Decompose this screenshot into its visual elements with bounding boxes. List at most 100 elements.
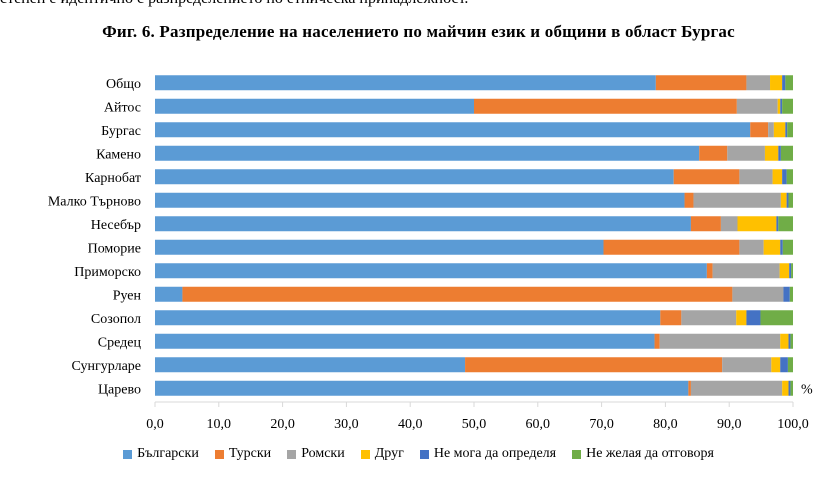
category-label: Средец xyxy=(98,335,142,350)
bar-segment xyxy=(722,357,772,373)
bar-segment xyxy=(727,145,765,161)
bar-segment xyxy=(746,310,761,326)
bar-segment xyxy=(706,263,713,279)
legend-label: Български xyxy=(137,446,199,461)
bar-segment xyxy=(776,216,779,232)
bar-segment xyxy=(739,239,764,255)
stacked-bar-chart: Общо Айтос Бургас Камено Карнобат Малко Търно… xyxy=(48,75,813,432)
bar-segment xyxy=(693,192,781,208)
bar-segment xyxy=(155,169,674,185)
legend-label: Турски xyxy=(228,446,272,461)
bar-segment xyxy=(155,333,655,349)
bar-segment xyxy=(778,216,793,232)
legend-item: Не желая да отговоря xyxy=(572,446,714,462)
bar-segment xyxy=(783,286,790,302)
category-label: Карнобат xyxy=(85,171,141,186)
category-label: Общо xyxy=(106,77,141,92)
bar-segment xyxy=(790,333,793,349)
bar-segment xyxy=(690,380,783,396)
bar-segment xyxy=(772,169,783,185)
x-tick-label: 20,0 xyxy=(270,417,295,432)
bar-segment xyxy=(737,216,777,232)
bar-segment xyxy=(786,192,789,208)
legend-item: Не мога да определя xyxy=(419,446,557,462)
bar-segment xyxy=(699,145,728,161)
bar-segment xyxy=(780,357,788,373)
bar-segment xyxy=(155,380,689,396)
bar-segment xyxy=(155,122,751,138)
bar-segment xyxy=(780,239,783,255)
legend-swatch xyxy=(287,449,297,459)
bar-segment xyxy=(777,98,781,114)
bar-segment xyxy=(782,98,793,114)
legend-swatch xyxy=(214,449,224,459)
x-tick-label: 10,0 xyxy=(207,417,232,432)
bar-segment xyxy=(155,357,466,373)
bar-segment xyxy=(785,75,793,91)
bar-segment xyxy=(736,310,747,326)
category-label: Приморско xyxy=(74,265,141,280)
bar-segment xyxy=(760,310,793,326)
bar-segment xyxy=(787,357,793,373)
bar-segment xyxy=(673,169,740,185)
legend-label: Не желая да отговоря xyxy=(586,446,714,461)
bar-segment xyxy=(155,239,604,255)
bar-segment xyxy=(786,169,793,185)
chart-title: Фиг. 6. Разпределение на населението по … xyxy=(102,22,735,41)
bar-segment xyxy=(155,98,474,114)
bar-segment xyxy=(155,216,691,232)
x-tick-label: 100,0 xyxy=(777,417,809,432)
category-label: Царево xyxy=(98,382,141,397)
category-label: Бургас xyxy=(101,124,141,139)
preceding-text-line: степен е идентично с разпределението по … xyxy=(0,0,468,8)
bar-segment xyxy=(155,192,685,208)
chart-legend: Български Турски Ромски Друг Не мога да опре… xyxy=(0,446,837,462)
bar-segment xyxy=(684,192,694,208)
bar-segment xyxy=(771,357,781,373)
x-tick-label: 60,0 xyxy=(526,417,551,432)
legend-item: Български xyxy=(123,446,199,462)
bar-segment xyxy=(155,145,700,161)
bar-segment xyxy=(654,333,660,349)
category-label: Айтос xyxy=(104,100,141,115)
bar-segment xyxy=(655,75,747,91)
bar-segment xyxy=(780,145,793,161)
legend-swatch xyxy=(123,449,133,459)
bar-segment xyxy=(768,122,774,138)
bar-segment xyxy=(155,310,661,326)
bar-segment xyxy=(780,98,783,114)
category-label: Камено xyxy=(96,147,141,162)
bar-segment xyxy=(750,122,769,138)
bar-segment xyxy=(787,122,793,138)
bar-segment xyxy=(155,75,656,91)
x-tick-label: 70,0 xyxy=(589,417,614,432)
bar-segment xyxy=(778,145,781,161)
bar-segment xyxy=(603,239,740,255)
category-label: Руен xyxy=(113,288,142,303)
x-unit-label: % xyxy=(801,382,813,397)
category-label: Сунгурларе xyxy=(72,359,141,374)
bar-segment xyxy=(773,122,786,138)
bar-segment xyxy=(155,286,183,302)
bar-segment xyxy=(746,75,771,91)
bar-segment xyxy=(720,216,738,232)
bar-segment xyxy=(791,263,793,279)
bar-segment xyxy=(690,216,721,232)
x-tick-label: 90,0 xyxy=(717,417,742,432)
legend-label: Не мога да определя xyxy=(433,446,557,461)
bar-segment xyxy=(782,75,786,91)
bar-segment xyxy=(660,310,682,326)
bar-segment xyxy=(763,239,781,255)
category-label: Несебър xyxy=(91,218,141,233)
category-label: Малко Търново xyxy=(48,194,141,209)
legend-swatch xyxy=(360,449,370,459)
bar-segment xyxy=(474,98,737,114)
bar-segment xyxy=(465,357,723,373)
x-tick-label: 30,0 xyxy=(334,417,359,432)
bar-segment xyxy=(789,286,793,302)
bar-segment xyxy=(764,145,779,161)
bar-segment xyxy=(780,333,789,349)
bar-segment xyxy=(739,169,773,185)
bar-segment xyxy=(712,263,780,279)
bar-segment xyxy=(732,286,784,302)
